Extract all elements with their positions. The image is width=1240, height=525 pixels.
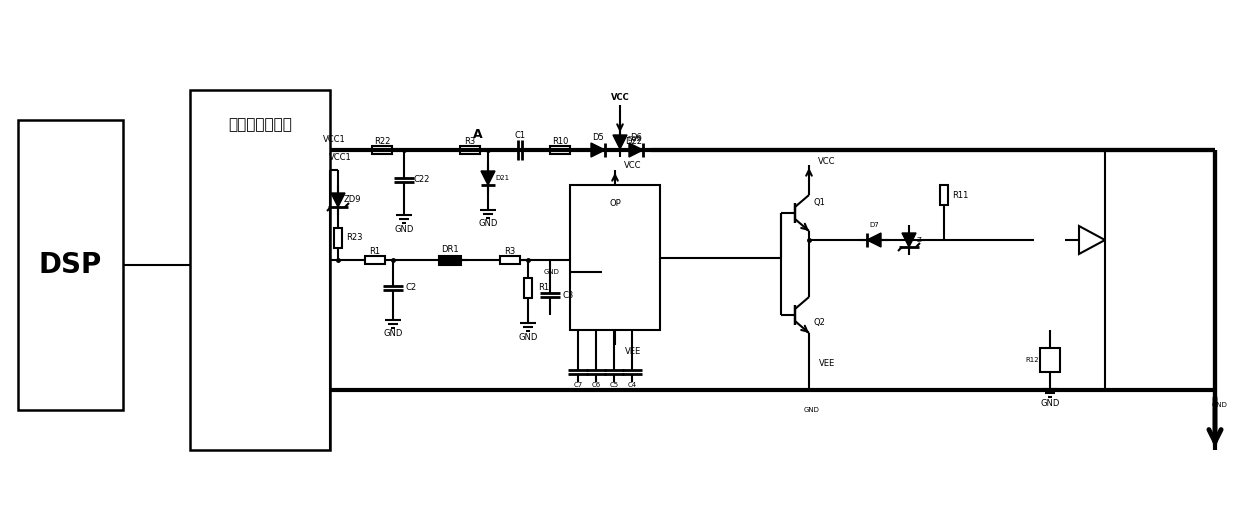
Polygon shape (901, 233, 916, 247)
Text: R22: R22 (373, 136, 391, 145)
Text: D22: D22 (627, 136, 641, 142)
Text: DSP: DSP (38, 251, 102, 279)
Bar (19, 120, 123, 410)
Text: R3: R3 (505, 247, 516, 256)
Bar (500, 256, 520, 264)
Text: R11: R11 (952, 191, 968, 200)
Text: VCC1: VCC1 (322, 134, 346, 143)
Text: Q2: Q2 (813, 319, 825, 328)
Bar (190, 90, 330, 450)
Text: GND: GND (804, 407, 820, 413)
Text: VCC: VCC (818, 156, 836, 165)
Polygon shape (867, 233, 880, 247)
Bar (940, 185, 949, 205)
Text: D7: D7 (869, 222, 879, 228)
Text: ZD9: ZD9 (343, 195, 361, 205)
Text: VEE: VEE (818, 359, 835, 368)
Text: GND: GND (383, 330, 403, 339)
Text: C5: C5 (609, 382, 619, 388)
Bar (525, 278, 532, 298)
Bar (1040, 348, 1060, 372)
Bar (551, 146, 570, 154)
Text: GND: GND (1211, 402, 1228, 408)
Bar (372, 146, 392, 154)
Text: DR1: DR1 (441, 245, 459, 254)
Text: A: A (474, 128, 482, 141)
Text: VEE: VEE (625, 348, 641, 356)
Text: R1: R1 (370, 247, 381, 256)
Text: R10: R10 (552, 136, 568, 145)
Text: R1: R1 (538, 284, 549, 292)
Text: GND: GND (544, 269, 560, 275)
Text: VCC: VCC (610, 93, 630, 102)
Text: C4: C4 (627, 382, 636, 388)
Text: C6: C6 (591, 382, 600, 388)
Text: GND: GND (394, 225, 414, 234)
Bar (439, 256, 461, 265)
Text: R12: R12 (1025, 357, 1039, 363)
Text: VCC1: VCC1 (329, 153, 351, 163)
Text: C7: C7 (573, 382, 583, 388)
Polygon shape (331, 193, 345, 207)
Bar (460, 146, 480, 154)
Text: R3: R3 (464, 136, 476, 145)
Text: D5: D5 (593, 132, 604, 142)
Bar (334, 228, 342, 248)
Text: VCC: VCC (624, 161, 642, 170)
Text: GND: GND (479, 219, 497, 228)
Text: GND: GND (518, 332, 538, 341)
Text: C22: C22 (414, 175, 430, 184)
Bar (570, 185, 660, 330)
Text: Q1: Q1 (813, 198, 825, 207)
Text: C1: C1 (515, 131, 526, 140)
Text: 驱动及检测芯片: 驱动及检测芯片 (228, 118, 291, 132)
Polygon shape (629, 143, 644, 157)
Text: C3: C3 (563, 290, 574, 299)
Polygon shape (481, 171, 495, 185)
Text: Z: Z (916, 237, 921, 243)
Text: R23: R23 (346, 234, 362, 243)
Text: GND: GND (1040, 398, 1060, 407)
Bar (365, 256, 384, 264)
Text: D21: D21 (495, 175, 510, 181)
Text: OP: OP (609, 198, 621, 207)
Text: C2: C2 (405, 284, 417, 292)
Polygon shape (613, 135, 627, 149)
Text: D22: D22 (625, 138, 642, 146)
Text: D6: D6 (630, 132, 642, 142)
Polygon shape (591, 143, 605, 157)
Polygon shape (1079, 226, 1105, 254)
